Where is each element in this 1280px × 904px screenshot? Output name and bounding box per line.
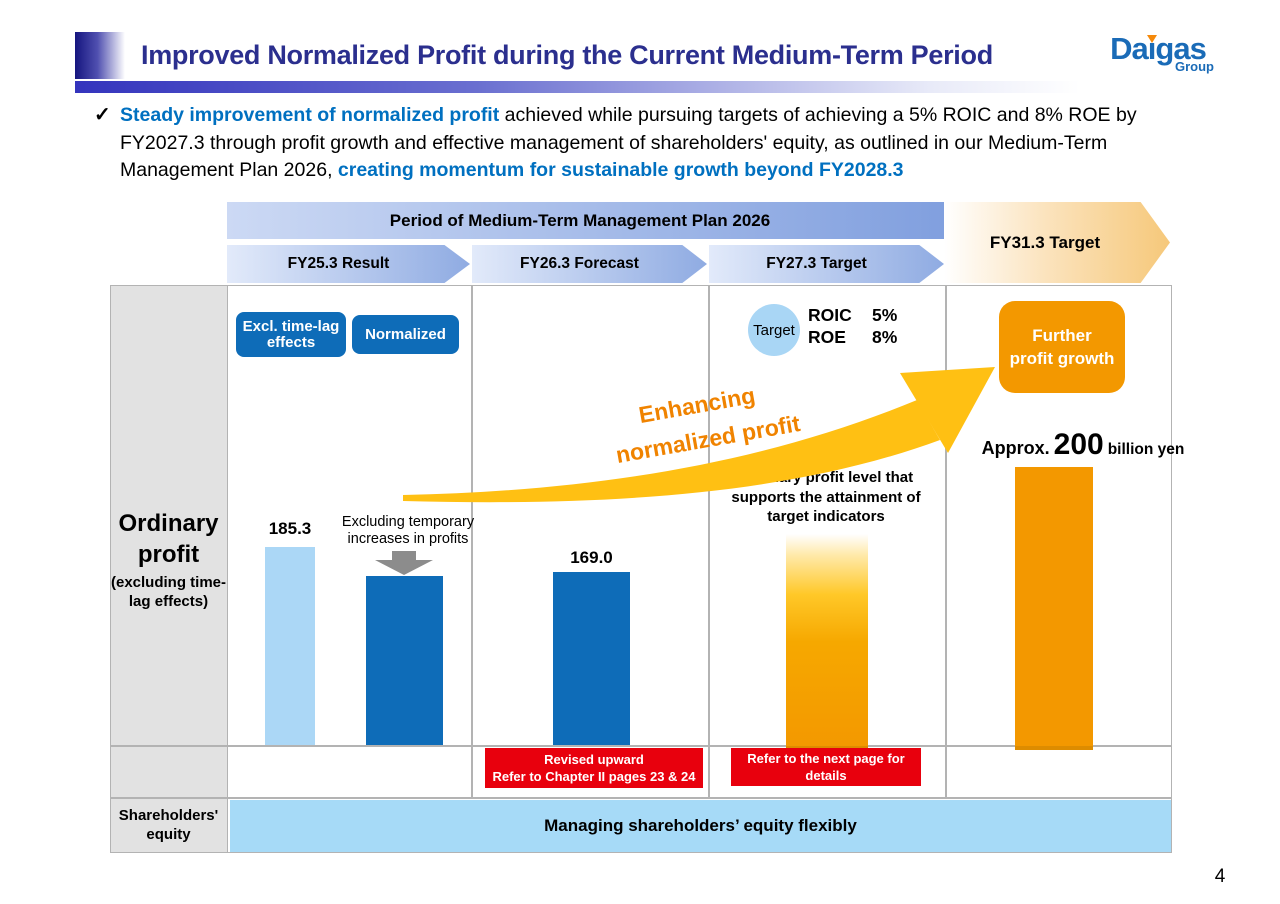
roe-label: ROE (808, 327, 846, 347)
banner-refer-next-page: Refer to the next page for details (731, 748, 921, 786)
bar-value-fy26: 169.0 (570, 548, 613, 567)
logo-wordmark: Daı gas (1110, 31, 1207, 66)
banner-line: Refer to Chapter II pages 23 & 24 (492, 769, 696, 784)
column-arrow-fy25: FY25.3 Result (227, 245, 470, 283)
approx-prefix: Approx. (981, 438, 1050, 458)
summary-bullet: ✓ Steady improvement of normalized profi… (94, 102, 1194, 185)
column-arrow-fy27: FY27.3 Target (709, 245, 944, 283)
bar-fy25-normalized (366, 576, 443, 745)
bar-fy25-excl-time-lag (265, 547, 315, 745)
page-title: Improved Normalized Profit during the Cu… (141, 40, 993, 70)
grid-line (945, 286, 947, 798)
grid-line (111, 745, 1171, 747)
roic-value: 5% (872, 305, 898, 325)
grid-line (471, 286, 473, 798)
tag-excl-time-lag: Excl. time-lag effects (236, 312, 346, 357)
bar-fy31-target (1015, 467, 1093, 750)
row-label-shareholders-equity: Shareholders' equity (118, 807, 219, 843)
summary-text: Steady improvement of normalized profit … (120, 102, 1194, 185)
note-excluding-temporary: Excluding temporary increases in profits (341, 514, 475, 547)
roe-value: 8% (872, 327, 898, 347)
roic-label: ROIC (808, 305, 852, 325)
banner-line: details (805, 768, 847, 783)
summary-body: achieved while pursuing targets of achie… (120, 104, 1137, 181)
header-accent-block (75, 32, 125, 79)
column-arrow-fy31: FY31.3 Target (944, 202, 1170, 283)
main-table: Managing shareholders’ equity flexibly (110, 285, 1172, 853)
bar-fy27-target (786, 534, 868, 750)
banner-line: Revised upward (544, 751, 644, 767)
ordinary-profit-title: Ordinary profit (118, 510, 219, 568)
shareholders-equity-band: Managing shareholders’ equity flexibly (230, 800, 1171, 852)
approx-200-label: Approx. 200 billion yen (978, 428, 1188, 462)
kpi-targets: ROIC 5% ROE 8% (808, 304, 948, 348)
ordinary-profit-subtitle: (excluding time-lag effects) (110, 574, 226, 610)
approx-value: 200 (1053, 428, 1104, 461)
target-circle: Target (748, 304, 800, 356)
grid-line (708, 286, 710, 798)
tag-normalized: Normalized (352, 315, 459, 354)
period-arrow-banner: Period of Medium-Term Management Plan 20… (227, 202, 963, 239)
summary-highlight-1: Steady improvement of normalized profit (120, 104, 500, 126)
column-arrow-fy26: FY26.3 Forecast (472, 245, 707, 283)
row-header-column (111, 286, 228, 852)
header-underline (75, 81, 1080, 93)
grid-line (111, 797, 1171, 799)
summary-highlight-2: creating momentum for sustainable growth… (337, 159, 904, 181)
bar-value-fy25: 185.3 (268, 519, 312, 538)
further-profit-growth-box: Further profit growth (999, 301, 1125, 393)
down-arrow-icon (375, 551, 433, 575)
growth-arrow-icon (403, 367, 995, 503)
bar-fy26-forecast (553, 572, 630, 745)
page-number: 4 (1214, 866, 1226, 887)
logo-group-label: Group (1175, 59, 1214, 74)
banner-revised-upward: Revised upward Refer to Chapter II pages… (485, 748, 703, 788)
further-box-text: Further profit growth (1009, 326, 1115, 368)
checkmark-icon: ✓ (94, 104, 111, 126)
bar-base-cap (1015, 746, 1093, 750)
row-label-ordinary-profit: Ordinary profit (excluding time-lag effe… (110, 508, 227, 611)
company-logo: Daı gas Group (1098, 31, 1218, 75)
logo-triangle-icon (1146, 35, 1157, 43)
banner-line: Refer to the next page for (747, 750, 905, 766)
approx-suffix: billion yen (1107, 441, 1185, 458)
